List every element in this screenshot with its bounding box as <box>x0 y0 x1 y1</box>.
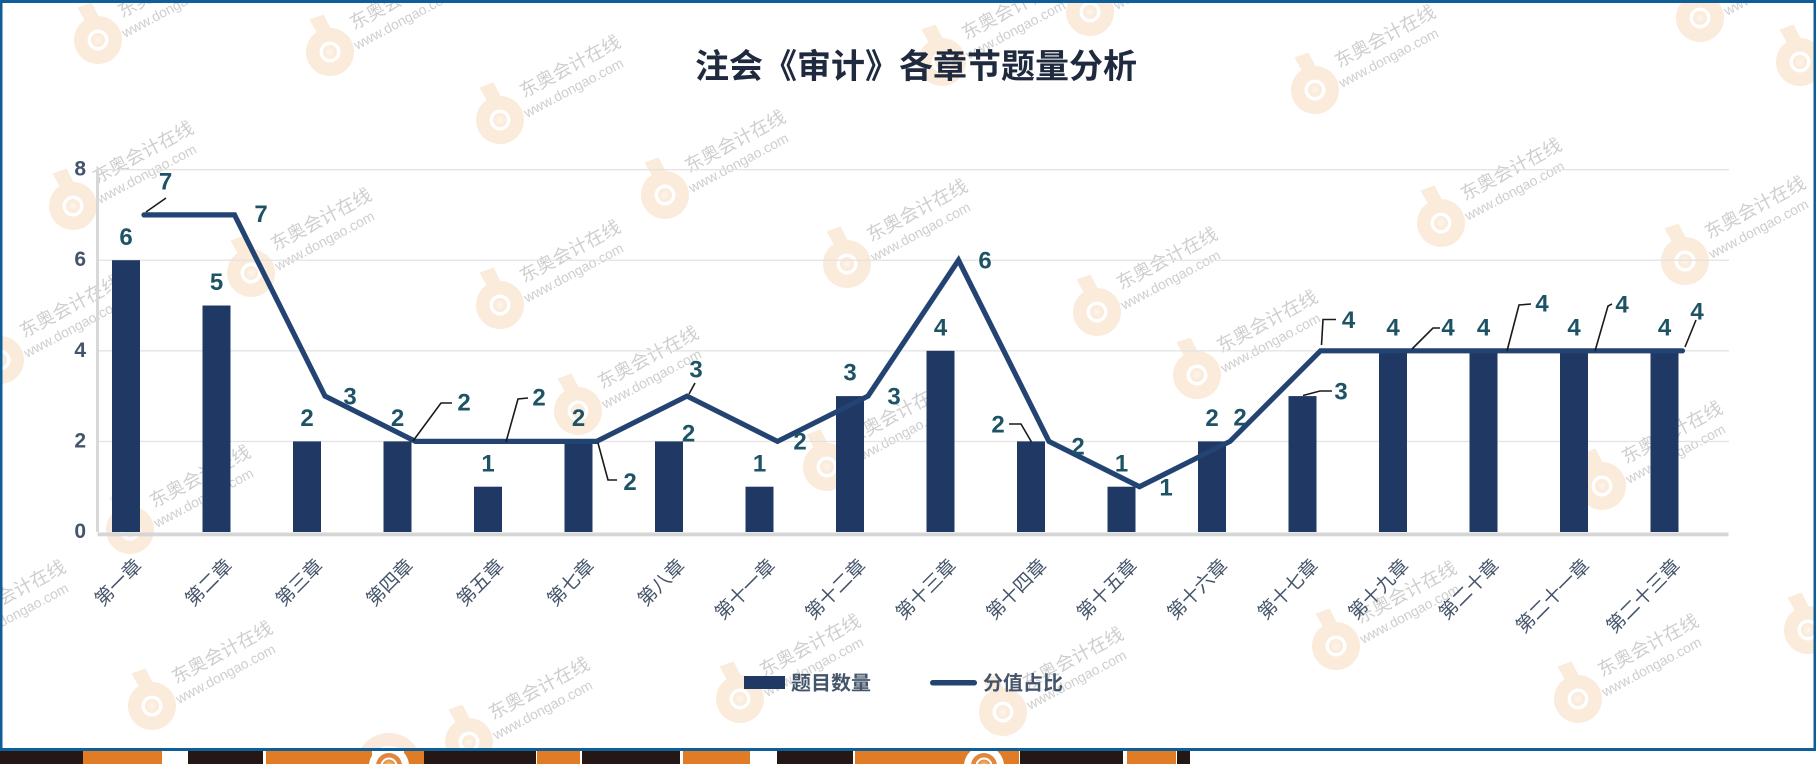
svg-text:4: 4 <box>1658 314 1672 341</box>
svg-text:4: 4 <box>1535 291 1549 318</box>
svg-text:2: 2 <box>74 429 86 452</box>
svg-text:8: 8 <box>74 158 86 181</box>
svg-text:2: 2 <box>572 405 585 432</box>
svg-text:0: 0 <box>74 520 86 543</box>
svg-text:7: 7 <box>254 201 267 228</box>
svg-text:2: 2 <box>623 469 636 496</box>
svg-text:6: 6 <box>74 248 86 271</box>
svg-text:2: 2 <box>1205 405 1218 432</box>
svg-text:3: 3 <box>1334 379 1347 406</box>
svg-text:1: 1 <box>753 450 766 477</box>
svg-text:6: 6 <box>978 248 991 275</box>
svg-text:2: 2 <box>532 385 545 412</box>
svg-text:4: 4 <box>1386 314 1400 341</box>
svg-text:7: 7 <box>159 169 172 196</box>
svg-text:2: 2 <box>682 421 695 448</box>
svg-text:4: 4 <box>934 314 948 341</box>
svg-text:3: 3 <box>343 384 356 411</box>
svg-text:2: 2 <box>1233 405 1246 432</box>
svg-text:2: 2 <box>793 429 806 456</box>
svg-text:4: 4 <box>1441 315 1455 342</box>
svg-text:4: 4 <box>1615 292 1629 319</box>
svg-text:4: 4 <box>1342 307 1356 334</box>
svg-text:6: 6 <box>119 224 132 251</box>
svg-text:1: 1 <box>1115 450 1128 477</box>
svg-text:5: 5 <box>210 269 223 296</box>
svg-text:3: 3 <box>689 357 702 384</box>
svg-text:3: 3 <box>843 360 856 387</box>
svg-text:2: 2 <box>1071 434 1084 461</box>
svg-text:2: 2 <box>391 405 404 432</box>
svg-text:1: 1 <box>1159 475 1172 502</box>
svg-text:1: 1 <box>481 450 494 477</box>
svg-text:3: 3 <box>887 384 900 411</box>
svg-text:4: 4 <box>74 339 86 362</box>
svg-text:4: 4 <box>1567 314 1581 341</box>
svg-text:4: 4 <box>1690 299 1704 326</box>
svg-text:2: 2 <box>991 412 1004 439</box>
svg-text:2: 2 <box>300 405 313 432</box>
svg-text:4: 4 <box>1477 314 1491 341</box>
svg-text:2: 2 <box>457 390 470 417</box>
